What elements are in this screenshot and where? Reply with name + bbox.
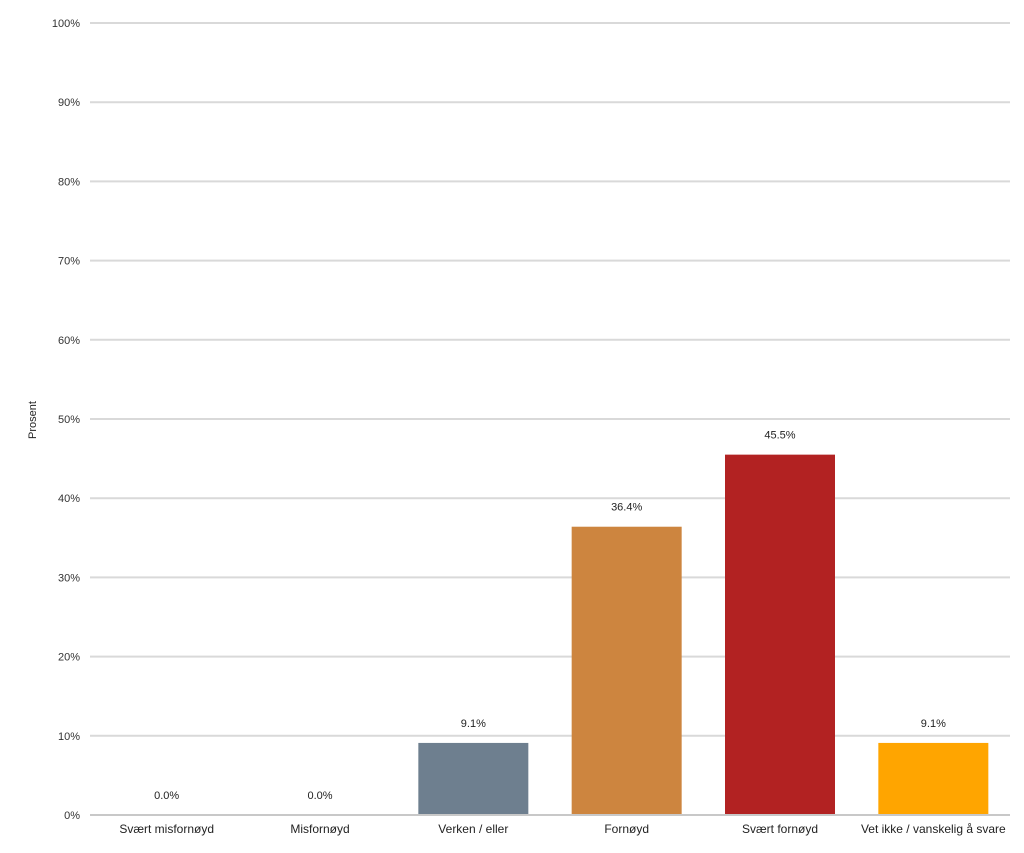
data-label: 9.1% (921, 718, 946, 730)
y-tick-label: 0% (64, 810, 80, 822)
bar (418, 742, 529, 814)
data-label: 36.4% (611, 502, 642, 514)
y-tick-label: 10% (58, 731, 80, 743)
y-tick-label: 60% (58, 335, 80, 347)
y-axis-label: Prosent (27, 401, 39, 439)
y-tick-label: 70% (58, 256, 80, 268)
y-tick-label: 40% (58, 493, 80, 505)
x-tick-label: Svært fornøyd (742, 822, 818, 836)
x-tick-label: Fornøyd (604, 822, 649, 836)
x-tick-label: Verken / eller (438, 822, 508, 836)
x-tick-label: Svært misfornøyd (119, 822, 214, 836)
bar (878, 742, 989, 814)
data-label: 0.0% (154, 790, 179, 802)
x-tick-label: Vet ikke / vanskelig å svare (861, 822, 1006, 836)
data-label: 45.5% (764, 430, 795, 442)
bar (571, 526, 682, 814)
y-tick-label: 100% (52, 18, 80, 30)
y-tick-label: 20% (58, 652, 80, 664)
y-tick-label: 80% (58, 176, 80, 188)
bar (725, 454, 835, 814)
y-tick-label: 90% (58, 97, 80, 109)
y-tick-label: 50% (58, 414, 80, 426)
data-label: 9.1% (461, 718, 486, 730)
y-tick-label: 30% (58, 572, 80, 584)
data-label: 0.0% (307, 790, 332, 802)
x-tick-label: Misfornøyd (290, 822, 349, 836)
